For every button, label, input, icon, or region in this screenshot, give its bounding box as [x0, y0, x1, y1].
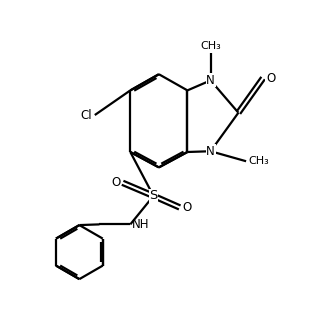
- Text: S: S: [149, 189, 158, 202]
- Text: N: N: [206, 145, 215, 158]
- Text: NH: NH: [131, 218, 149, 231]
- Text: O: O: [111, 176, 120, 189]
- Text: CH₃: CH₃: [249, 156, 269, 166]
- Text: O: O: [182, 201, 191, 214]
- Text: O: O: [266, 72, 275, 85]
- Text: N: N: [206, 74, 215, 87]
- Text: CH₃: CH₃: [200, 41, 221, 51]
- Text: Cl: Cl: [81, 108, 92, 121]
